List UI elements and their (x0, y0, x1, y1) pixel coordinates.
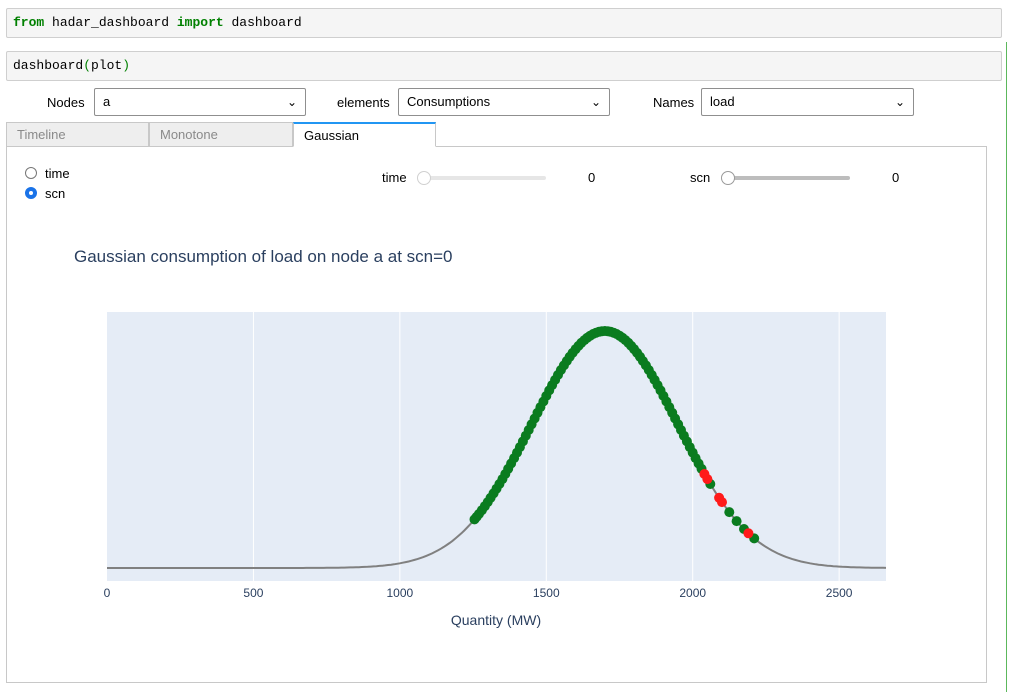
time-slider-value: 0 (588, 170, 596, 185)
data-point-red (702, 474, 713, 485)
x-tick-labels: 0 500 1000 1500 2000 2500 (104, 586, 853, 600)
data-point-red (717, 497, 727, 508)
code-cell-import[interactable]: from hadar_dashboard import dashboard (6, 8, 1002, 38)
elements-label: elements (337, 95, 390, 110)
data-points (469, 326, 760, 544)
x-tick-label: 2500 (826, 586, 853, 600)
scn-slider-handle[interactable] (721, 171, 735, 185)
radio-scn[interactable] (25, 187, 37, 199)
scn-slider-track[interactable] (728, 176, 850, 180)
keyword-import: import (176, 15, 224, 30)
close-paren: ) (122, 58, 131, 73)
chevron-down-icon: ⌄ (894, 95, 905, 109)
radio-time-label[interactable]: time (45, 166, 70, 181)
open-paren: ( (83, 58, 92, 73)
names-select-value: load (710, 94, 735, 109)
scn-slider-label: scn (690, 170, 711, 185)
chevron-down-icon: ⌄ (286, 95, 297, 109)
radio-time[interactable] (25, 167, 37, 179)
x-tick-label: 0 (104, 586, 111, 600)
output-border (1006, 42, 1007, 692)
elements-select-value: Consumptions (407, 94, 491, 109)
data-point-green (731, 516, 742, 527)
chart-title: Gaussian consumption of load on node a a… (74, 247, 453, 266)
plot-area (107, 312, 886, 581)
names-select[interactable]: load ⌄ (701, 88, 914, 116)
keyword-from: from (13, 15, 45, 30)
function-arg: plot (91, 58, 123, 73)
tab-timeline[interactable]: Timeline (6, 122, 149, 147)
x-tick-label: 1500 (533, 586, 560, 600)
x-tick-label: 500 (243, 586, 263, 600)
scn-slider-value: 0 (892, 170, 900, 185)
x-tick-label: 2000 (679, 586, 706, 600)
imported-name: dashboard (231, 15, 302, 30)
x-axis-label: Quantity (MW) (451, 612, 541, 628)
nodes-select[interactable]: a ⌄ (94, 88, 306, 116)
time-slider-label: time (382, 170, 407, 185)
nodes-select-value: a (103, 94, 111, 109)
elements-select[interactable]: Consumptions ⌄ (398, 88, 610, 116)
module-name: hadar_dashboard (52, 15, 170, 30)
time-slider-track[interactable] (424, 176, 546, 180)
x-tick-label: 1000 (387, 586, 414, 600)
tab-gaussian[interactable]: Gaussian (293, 122, 436, 147)
time-slider-handle[interactable] (417, 171, 431, 185)
code-cell-dashboard[interactable]: dashboard(plot) (6, 51, 1002, 81)
radio-scn-label[interactable]: scn (45, 186, 66, 201)
data-point-red (743, 528, 754, 539)
chevron-down-icon: ⌄ (590, 95, 601, 109)
data-point-green (724, 507, 735, 518)
nodes-label: Nodes (47, 95, 85, 110)
function-name: dashboard (13, 58, 84, 73)
names-label: Names (653, 95, 695, 110)
